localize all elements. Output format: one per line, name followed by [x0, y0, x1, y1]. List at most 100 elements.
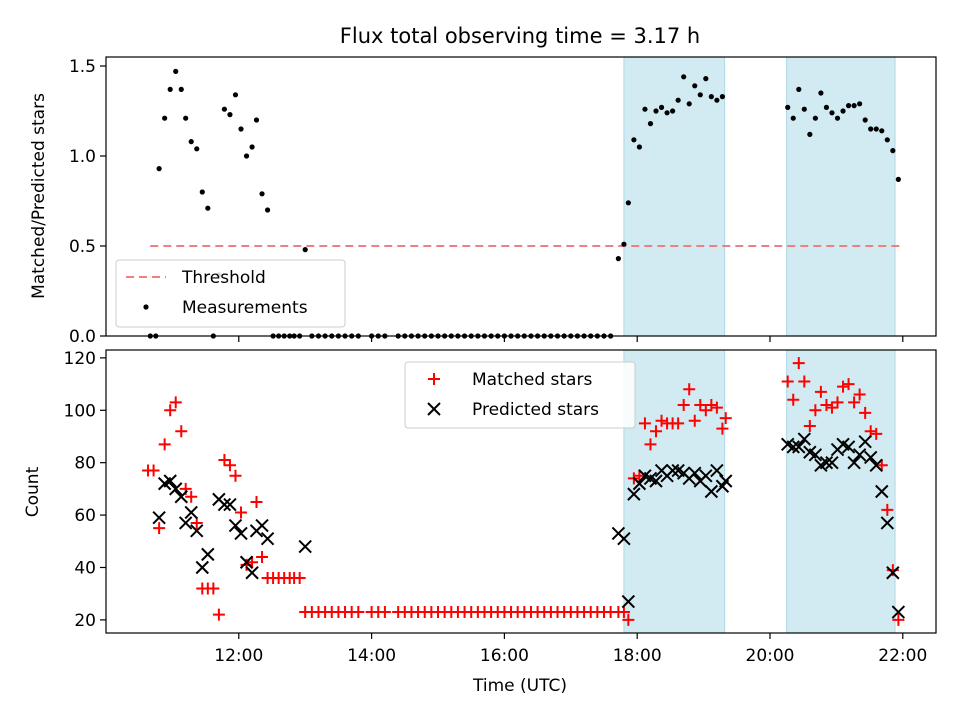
- measurement-point: [840, 108, 846, 114]
- predicted-stars-point: [228, 518, 243, 533]
- predicted-stars-point: [710, 463, 724, 478]
- matched-stars-point: [694, 399, 707, 412]
- predicted-stars-point: [786, 440, 800, 454]
- matched-stars-point: [175, 425, 188, 438]
- predicted-stars-point: [704, 484, 719, 499]
- matched-stars-point: [825, 401, 838, 414]
- measurement-point: [708, 94, 714, 100]
- measurement-point: [890, 148, 896, 154]
- measurement-point: [232, 92, 239, 98]
- measurement-point: [681, 74, 687, 80]
- matched-stars-point: [622, 613, 635, 626]
- matched-stars-point: [207, 582, 220, 595]
- predicted-stars-point: [152, 510, 166, 525]
- predicted-stars-point: [875, 484, 889, 499]
- predicted-stars-point: [863, 450, 878, 465]
- measurement-point: [253, 117, 260, 123]
- predicted-stars-point: [239, 555, 254, 569]
- predicted-stars-point: [808, 448, 823, 462]
- matched-stars-point: [881, 503, 894, 516]
- measurement-point: [851, 103, 857, 109]
- matched-stars-point: [716, 422, 729, 435]
- matched-stars-point: [235, 506, 248, 519]
- measurement-point: [868, 126, 874, 132]
- matched-stars-point: [293, 571, 306, 584]
- matched-stars-point: [809, 404, 822, 417]
- measurement-point: [264, 207, 271, 213]
- measurement-point: [243, 153, 250, 159]
- matched-stars-point: [638, 417, 651, 430]
- x-tick-label: 12:00: [214, 646, 263, 666]
- measurement-point: [162, 115, 168, 121]
- measurement-point: [199, 189, 205, 195]
- y-tick-label: 20: [74, 611, 96, 631]
- matched-stars-point: [892, 613, 905, 626]
- matched-stars-point: [158, 438, 171, 451]
- matched-stars-point: [875, 459, 888, 472]
- legend-matched-label: Matched stars: [472, 370, 592, 390]
- matched-stars-point: [650, 425, 663, 438]
- legend-measurements-dot: [143, 304, 149, 310]
- matched-stars-point: [683, 383, 696, 396]
- measurement-point: [812, 115, 818, 121]
- measurement-point: [845, 103, 852, 109]
- measurement-point: [796, 86, 802, 92]
- matched-stars-point: [798, 375, 811, 388]
- measurement-point: [238, 126, 244, 132]
- matched-stars-point: [842, 378, 855, 391]
- x-tick-label: 20:00: [746, 646, 795, 666]
- predicted-stars-point: [184, 505, 198, 520]
- matched-stars-point: [147, 464, 160, 477]
- measurement-point: [647, 121, 654, 127]
- matched-stars-point: [164, 404, 177, 417]
- matched-stars-point: [803, 419, 816, 432]
- measurement-point: [636, 144, 643, 150]
- matched-stars-point: [633, 469, 646, 482]
- measurement-point: [873, 126, 879, 132]
- predicted-stars-point: [649, 474, 663, 488]
- x-tick-label: 16:00: [480, 646, 529, 666]
- matched-stars-point: [870, 427, 883, 440]
- measurement-point: [829, 110, 835, 116]
- measurement-point: [194, 146, 200, 152]
- matched-stars-point: [655, 414, 668, 427]
- matched-stars-point: [719, 412, 732, 425]
- matched-stars-point: [677, 399, 690, 412]
- measurement-point: [227, 112, 233, 118]
- matched-stars-point: [705, 399, 718, 412]
- predicted-stars-point: [841, 440, 856, 454]
- measurement-point: [156, 166, 162, 172]
- predicted-stars-point: [190, 524, 204, 538]
- matched-stars-point: [864, 425, 877, 438]
- measurement-point: [188, 139, 194, 145]
- measurement-point: [834, 115, 841, 121]
- y-tick-label: 40: [74, 558, 96, 578]
- x-tick-label: 18:00: [613, 646, 662, 666]
- measurement-point: [697, 92, 703, 98]
- count-ylabel: Count: [23, 466, 43, 517]
- measurement-point: [675, 97, 681, 103]
- measurement-point: [818, 90, 824, 96]
- predicted-stars-point: [298, 539, 312, 554]
- legend-threshold-label: Threshold: [181, 268, 266, 288]
- count-axes: 20 40 60 80 100 120 12:00 14:00 16:00 18:00 20:00 2…: [64, 349, 928, 666]
- predicted-stars-point: [886, 566, 900, 580]
- measurement-point: [862, 117, 868, 123]
- ratio-plot-frame: [105, 56, 937, 337]
- ratio-panel: 0.0 0.5 1.0 1.5 Matched/Predicted stars Thr…: [29, 56, 937, 347]
- observing-windows: [623, 349, 896, 634]
- measurement-point: [884, 137, 890, 143]
- matched-stars-point: [169, 396, 182, 409]
- predicted-stars-point: [858, 435, 872, 449]
- predicted-stars-point: [217, 497, 232, 512]
- measurement-point: [686, 101, 692, 107]
- predicted-stars-point: [169, 482, 183, 496]
- predicted-stars-point: [178, 516, 193, 530]
- matched-stars-point: [781, 375, 794, 388]
- measurement-point: [621, 241, 627, 247]
- matched-stars-point: [229, 469, 242, 482]
- predicted-stars-point: [880, 516, 895, 530]
- predicted-stars-point: [869, 458, 883, 473]
- measurement-point: [642, 106, 648, 112]
